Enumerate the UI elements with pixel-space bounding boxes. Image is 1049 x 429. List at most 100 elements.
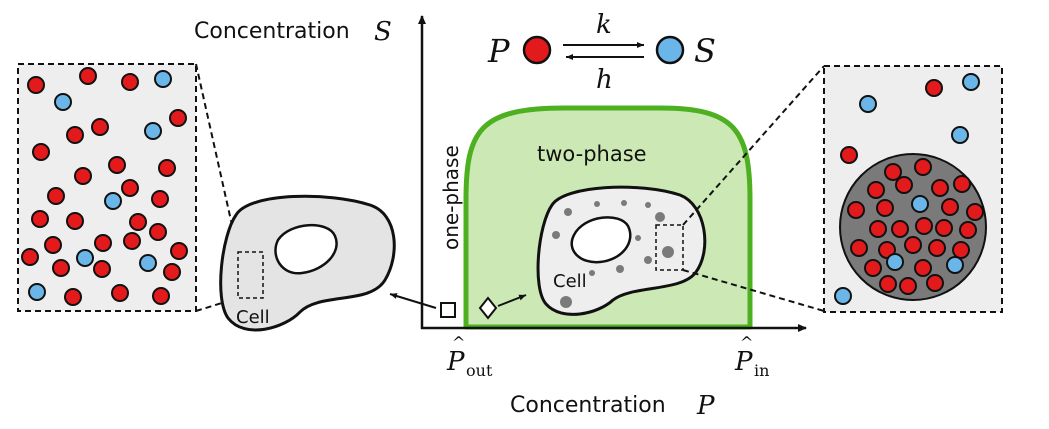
svg-text:P: P — [446, 347, 465, 377]
species-p-molecule — [895, 176, 913, 194]
species-s-label: S — [694, 32, 716, 70]
species-s-molecule — [154, 70, 172, 88]
left-zoom-line-bottom — [195, 297, 239, 312]
species-p-molecule — [31, 210, 49, 228]
right-zoom-line-top — [682, 65, 825, 226]
species-p-molecule — [64, 288, 82, 306]
x-axis-label: Concentration — [510, 393, 666, 418]
species-p-molecule — [879, 275, 897, 293]
condensate-droplet — [621, 200, 627, 206]
species-p-molecule — [840, 146, 858, 164]
diamond-marker — [478, 296, 498, 320]
species-p-molecule — [959, 221, 977, 239]
diamond-to-center-cell-arrow — [497, 294, 527, 307]
species-p-molecule — [869, 220, 887, 238]
right-zoom-line-bottom — [682, 269, 825, 312]
species-p-molecule — [94, 234, 112, 252]
species-p-molecule — [953, 175, 971, 193]
backward-rate-label: h — [596, 65, 613, 95]
species-p-molecule — [52, 259, 70, 277]
two-phase-label: two-phase — [537, 142, 647, 166]
species-p-molecule — [915, 217, 933, 235]
left-zoom-line-top — [195, 63, 239, 253]
left-cell-label: Cell — [236, 307, 270, 328]
condensate-droplet — [552, 231, 560, 239]
x-axis-symbol: P — [696, 391, 715, 421]
species-s-molecule — [946, 256, 964, 274]
species-p-molecule — [111, 284, 129, 302]
species-p-molecule — [867, 181, 885, 199]
center-cell-label: Cell — [553, 271, 587, 292]
species-p-molecule — [904, 236, 922, 254]
species-p-molecule — [74, 167, 92, 185]
species-s-molecule — [911, 195, 929, 213]
species-p-molecule — [914, 259, 932, 277]
species-s-dot — [655, 35, 685, 65]
svg-text:P: P — [734, 347, 753, 377]
svg-text:^: ^ — [740, 333, 753, 352]
species-p-molecule — [21, 248, 39, 266]
species-p-molecule — [170, 242, 188, 260]
species-p-molecule — [44, 236, 62, 254]
species-p-molecule — [941, 198, 959, 216]
one-phase-label: one-phase — [439, 145, 463, 250]
species-p-molecule — [66, 212, 84, 230]
species-s-molecule — [834, 287, 852, 305]
condensate-droplet — [564, 208, 572, 216]
species-s-molecule — [886, 253, 904, 271]
species-p-molecule — [952, 241, 970, 259]
species-p-molecule — [884, 163, 902, 181]
species-p-molecule — [66, 126, 84, 144]
species-p-molecule — [966, 203, 984, 221]
species-p-molecule — [27, 76, 45, 94]
species-p-molecule — [121, 73, 139, 91]
species-p-molecule — [899, 277, 917, 295]
condensate-droplet — [662, 246, 674, 258]
species-p-molecule — [864, 259, 882, 277]
species-p-molecule — [850, 239, 868, 257]
species-p-molecule — [926, 274, 944, 292]
species-p-molecule — [149, 223, 167, 241]
species-p-molecule — [32, 143, 50, 161]
center-cell-nucleus — [570, 216, 632, 264]
species-p-molecule — [93, 260, 111, 278]
species-s-molecule — [139, 254, 157, 272]
species-p-molecule — [123, 232, 141, 250]
species-s-molecule — [951, 126, 969, 144]
species-p-molecule — [935, 219, 953, 237]
species-p-label: P — [487, 32, 510, 70]
species-p-molecule — [152, 287, 170, 305]
tick-p-out: P ^ out — [446, 333, 493, 380]
left-cell-nucleus — [274, 223, 338, 275]
center-cell-droplets — [552, 200, 674, 308]
left-panel-molecules — [21, 67, 188, 306]
y-axis-label: Concentration — [194, 19, 350, 44]
species-p-molecule — [891, 220, 909, 238]
species-p-molecule — [931, 179, 949, 197]
forward-rate-label: k — [596, 10, 612, 40]
svg-text:^: ^ — [452, 333, 465, 352]
left-cell-zoom-box — [237, 251, 264, 299]
condensate-droplet — [644, 256, 652, 264]
species-p-molecule — [129, 213, 147, 231]
center-cell-zoom-box — [655, 224, 684, 271]
species-s-molecule — [104, 192, 122, 210]
square-to-left-cell-arrow — [389, 293, 437, 309]
species-p-molecule — [925, 79, 943, 97]
condensate-droplet — [594, 201, 600, 207]
condensate-droplet — [645, 202, 651, 208]
condensate-droplet — [616, 265, 624, 273]
condensate-droplet — [589, 270, 595, 276]
species-p-molecule — [914, 158, 932, 176]
svg-text:out: out — [466, 361, 493, 380]
species-s-molecule — [28, 283, 46, 301]
species-s-molecule — [54, 93, 72, 111]
species-s-molecule — [859, 95, 877, 113]
svg-text:in: in — [754, 361, 769, 380]
tick-p-in: P ^ in — [734, 333, 769, 380]
species-p-molecule — [163, 263, 181, 281]
species-p-molecule — [91, 118, 109, 136]
reaction-scheme: P k h S — [487, 10, 716, 95]
condensate-droplet — [635, 235, 641, 241]
